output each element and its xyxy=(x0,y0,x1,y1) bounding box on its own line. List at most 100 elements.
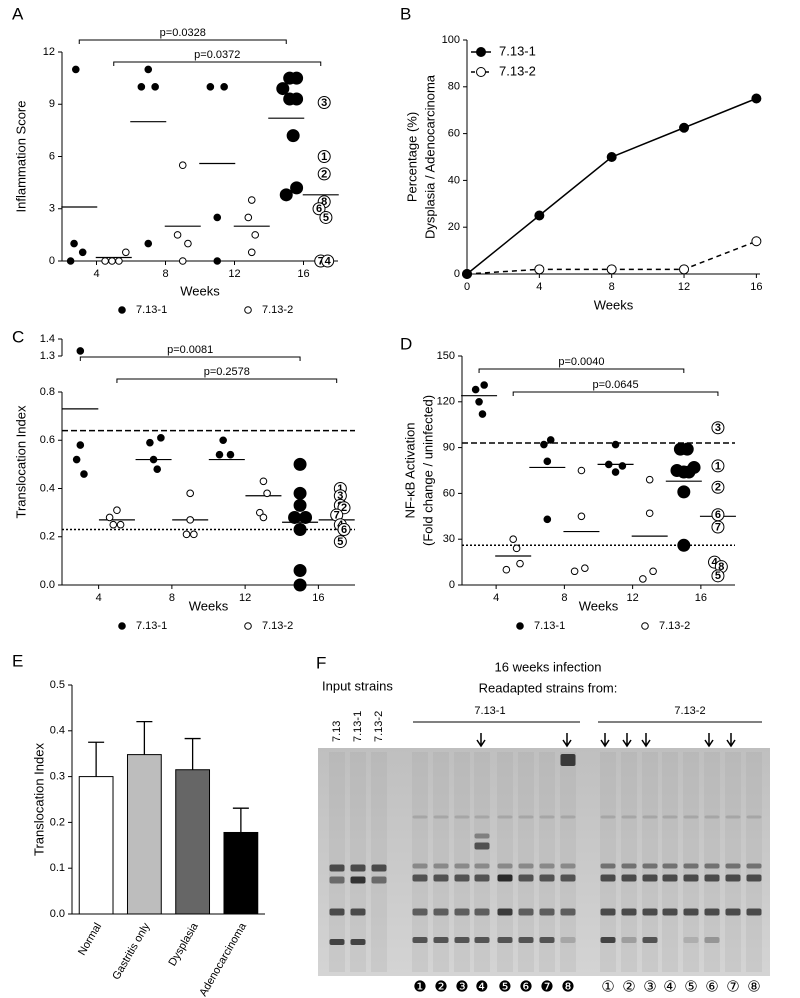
point xyxy=(611,468,620,476)
point-label: 3 xyxy=(294,93,300,105)
point xyxy=(317,150,331,163)
point xyxy=(115,257,123,265)
point-label: 2 xyxy=(290,130,296,142)
point xyxy=(687,460,701,474)
x-axis-label: Weeks xyxy=(594,297,634,312)
y-tick-label: 100 xyxy=(442,34,460,46)
x-tick-label: 16 xyxy=(312,592,324,604)
gel-band xyxy=(621,874,637,882)
gel-band xyxy=(560,815,576,819)
point xyxy=(317,96,331,110)
gel-lane xyxy=(560,752,576,972)
lane-label: 7.13-2 xyxy=(373,711,385,742)
point xyxy=(184,239,192,248)
point-label: 8 xyxy=(718,561,724,573)
point-label: 6 xyxy=(341,524,347,536)
y-axis-label: (Fold change / uninfected) xyxy=(420,395,435,546)
gel-lane xyxy=(433,752,449,972)
point xyxy=(113,506,121,515)
x-tick-label: 16 xyxy=(297,268,309,280)
gel-band xyxy=(642,937,658,943)
gel-band xyxy=(600,908,616,916)
point-label: 3 xyxy=(321,97,327,109)
point xyxy=(611,440,620,449)
legend-marker xyxy=(244,622,252,630)
gel-band xyxy=(704,863,720,869)
gel-band xyxy=(539,863,555,869)
point xyxy=(101,257,109,265)
point-label: 7 xyxy=(715,521,721,533)
point-label: 7 xyxy=(318,255,324,267)
arrow xyxy=(476,733,486,748)
legend-marker xyxy=(244,306,252,314)
gel-title: 16 weeks infection xyxy=(495,659,602,674)
gel-band xyxy=(539,874,555,882)
point xyxy=(186,516,194,524)
x-axis-label: Weeks xyxy=(189,598,229,613)
point xyxy=(226,450,235,459)
y-tick-label: 0.6 xyxy=(40,434,55,446)
point xyxy=(157,434,165,442)
y-axis-label: Dysplasia / Adenocarcinoma xyxy=(422,74,437,239)
point xyxy=(244,213,253,222)
point xyxy=(751,93,762,104)
y-tick-label: 120 xyxy=(437,396,455,408)
point xyxy=(116,520,125,529)
series-line xyxy=(466,97,757,275)
gel-lane xyxy=(746,752,762,972)
lane-number: ⑤ xyxy=(684,978,697,996)
gel-lane xyxy=(454,752,470,972)
y-axis-label: Inflammation Score xyxy=(13,101,28,213)
lane-number: ③ xyxy=(643,978,656,996)
point xyxy=(263,489,271,498)
legend-label: 7.13-1 xyxy=(136,620,167,632)
gel-band xyxy=(371,864,387,872)
gel-lane xyxy=(725,752,741,972)
point xyxy=(293,564,307,578)
point-label: 6 xyxy=(316,203,322,215)
point-label: 1 xyxy=(337,483,343,495)
point xyxy=(462,269,472,279)
gel-band xyxy=(474,937,490,943)
point-label: 3 xyxy=(677,444,683,456)
lane-number: ❷ xyxy=(434,978,447,996)
point-label: 2 xyxy=(691,462,697,474)
y-tick-label: 9 xyxy=(49,98,55,110)
gel-band xyxy=(454,815,470,819)
point xyxy=(321,254,335,268)
y-tick-label: 0 xyxy=(49,255,55,267)
y-axis-label: Percentage (%) xyxy=(404,112,419,202)
group-label: 7.13-1 xyxy=(474,705,505,717)
point xyxy=(78,248,87,257)
x-tick-label: 4 xyxy=(493,592,499,604)
gel-band xyxy=(474,874,490,882)
point xyxy=(259,513,268,522)
point xyxy=(178,161,187,170)
y-axis-label: NF-κB Activation xyxy=(402,422,417,518)
point xyxy=(290,181,304,195)
gel-band xyxy=(412,863,428,869)
gel-band xyxy=(725,815,741,819)
point xyxy=(72,455,81,464)
point xyxy=(711,421,725,435)
y-axis-label: Translocation Index xyxy=(13,405,28,518)
legend-marker xyxy=(516,622,524,630)
bar xyxy=(175,769,211,915)
point-label: 5 xyxy=(297,524,303,536)
legend-marker xyxy=(118,306,126,314)
point xyxy=(109,520,118,529)
lane-number: ❺ xyxy=(498,978,511,996)
gel-lane xyxy=(683,752,699,972)
lane-number: ❸ xyxy=(455,978,468,996)
gel-band xyxy=(746,874,762,882)
p-value: p=0.0645 xyxy=(592,379,638,391)
point xyxy=(312,202,326,216)
point-label: 4 xyxy=(684,444,691,456)
point xyxy=(543,457,552,466)
significance-bracket xyxy=(78,39,287,44)
point-label: 1 xyxy=(302,512,308,524)
point xyxy=(151,83,159,91)
gel-band xyxy=(662,815,678,819)
y-tick-label: 12 xyxy=(43,46,55,58)
gel-band xyxy=(642,874,658,882)
